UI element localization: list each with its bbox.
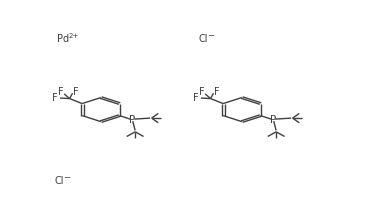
Text: −: −: [207, 31, 214, 40]
Text: F: F: [199, 87, 205, 97]
Text: Cl: Cl: [54, 176, 64, 186]
Text: F: F: [52, 93, 58, 103]
Text: Pd: Pd: [57, 35, 70, 44]
Text: F: F: [214, 87, 219, 97]
Text: F: F: [58, 87, 64, 97]
Text: F: F: [194, 93, 199, 103]
Text: −: −: [63, 173, 70, 182]
Text: P: P: [129, 115, 135, 125]
Text: 2+: 2+: [69, 33, 79, 39]
Text: P: P: [270, 115, 276, 125]
Text: Cl: Cl: [199, 35, 208, 44]
Text: F: F: [73, 87, 79, 97]
